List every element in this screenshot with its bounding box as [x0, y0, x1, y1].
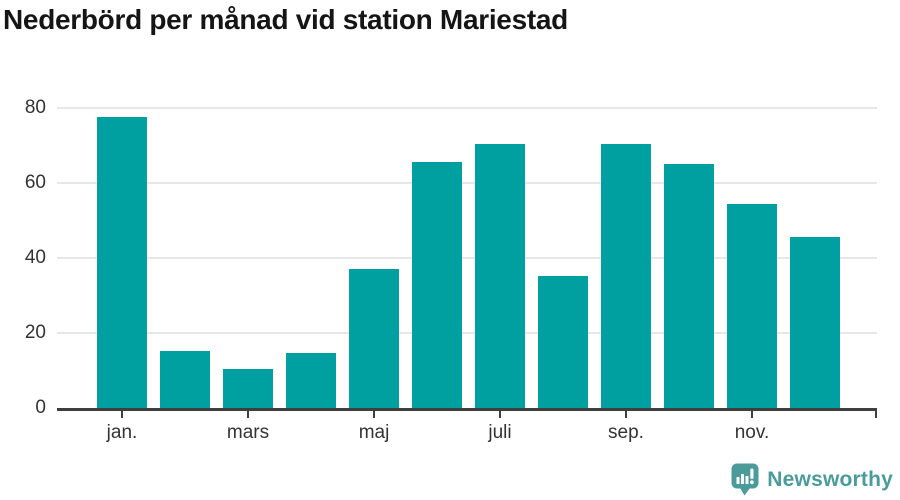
logo-exclamation-dot	[750, 480, 755, 485]
newsworthy-chart-bubble-icon	[731, 463, 759, 496]
bar-sep.	[601, 143, 651, 408]
bar-feb.	[160, 351, 210, 408]
y-tick-label-20: 20	[24, 322, 46, 343]
chart-title: Nederbörd per månad vid station Mariesta…	[3, 4, 568, 35]
brand-name: Newsworthy	[767, 467, 893, 491]
gridline-80	[57, 107, 877, 109]
x-tick-maj	[373, 411, 375, 418]
bar-dec.	[790, 237, 840, 408]
x-tick-label-juli: juli	[488, 422, 512, 443]
bar-okt.	[664, 163, 714, 408]
x-tick-label-sep: sep.	[608, 422, 644, 443]
bar-juni	[412, 162, 462, 408]
x-tick-sep	[625, 411, 627, 418]
bar-mars	[223, 369, 273, 408]
bar-maj	[349, 268, 399, 408]
x-tick-label-mars: mars	[226, 422, 270, 443]
x-tick-label-maj: maj	[358, 422, 390, 443]
x-tick-label-jan: jan.	[106, 422, 138, 443]
bar-juli	[475, 143, 525, 408]
y-tick-label-80: 80	[24, 97, 46, 118]
logo-exclamation-stroke	[750, 468, 754, 479]
x-axis-end-tick	[875, 411, 877, 418]
y-tick-label-60: 60	[24, 172, 46, 193]
brand-footer: Newsworthy	[731, 463, 893, 496]
bar-aug.	[538, 276, 588, 408]
y-tick-label-0: 0	[35, 397, 46, 418]
bar-nov.	[727, 204, 777, 408]
x-tick-juli	[499, 411, 501, 418]
gridline-20	[57, 332, 877, 334]
bar-apr.	[286, 352, 336, 408]
x-tick-jan	[121, 411, 123, 418]
gridline-60	[57, 182, 877, 184]
x-tick-nov	[751, 411, 753, 418]
gridline-40	[57, 257, 877, 259]
logo-bar-2	[741, 474, 745, 484]
logo-bar-3	[745, 476, 749, 484]
x-axis-line	[57, 408, 877, 411]
bar-jan.	[97, 117, 147, 408]
logo-bar-1	[736, 477, 740, 484]
x-tick-mars	[247, 411, 249, 418]
y-tick-label-40: 40	[24, 247, 46, 268]
plot-area: 0 20 40 60 80 jan. mars maj juli sep. nov.	[25, 97, 877, 443]
x-tick-label-nov: nov.	[734, 422, 770, 443]
